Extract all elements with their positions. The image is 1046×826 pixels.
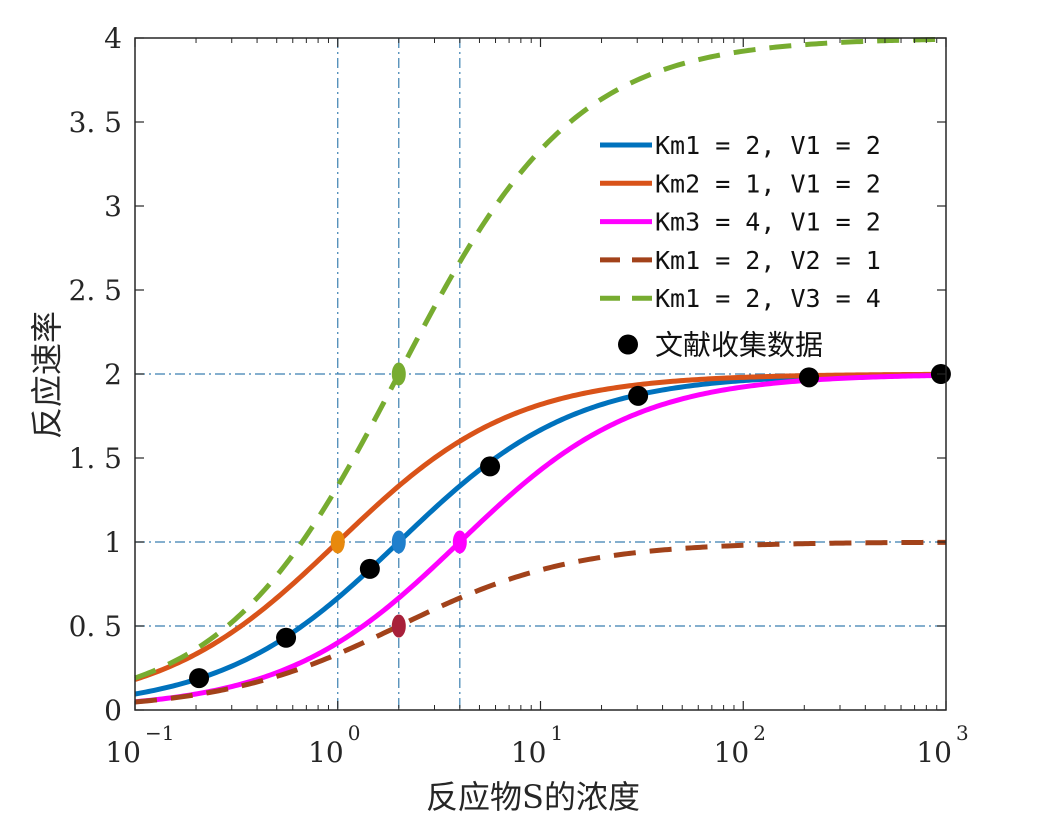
y-tick-label: 3. 5 — [69, 106, 122, 139]
half-max-marker-0 — [330, 530, 345, 554]
y-tick-label: 0. 5 — [69, 610, 122, 643]
legend-label-1: Km2 = 1, V1 = 2 — [655, 169, 881, 198]
x-tick-exponent: 3 — [956, 721, 969, 745]
x-tick-exponent: 0 — [348, 721, 361, 745]
legend-label-3: Km1 = 2, V2 = 1 — [655, 246, 881, 275]
y-tick-label: 4 — [104, 22, 122, 55]
x-tick-exponent: 1 — [551, 721, 564, 745]
series-line-4 — [134, 36, 947, 681]
y-tick-label: 0 — [104, 694, 122, 727]
half-max-markers — [330, 362, 467, 638]
x-tick-exponent: 2 — [753, 721, 766, 745]
y-axis-label: 反应速率 — [28, 311, 66, 439]
series-line-1 — [134, 371, 947, 682]
legend-label-0: Km1 = 2, V1 = 2 — [655, 131, 881, 160]
x-axis-label: 反应物S的浓度 — [426, 778, 640, 816]
scatter-point-1 — [276, 627, 297, 648]
x-tick-label: 10 — [511, 736, 547, 769]
half-max-marker-4 — [391, 362, 406, 386]
y-tick-label: 2. 5 — [69, 274, 122, 307]
x-tick-label: 10 — [916, 736, 952, 769]
y-tick-label: 3 — [104, 190, 122, 223]
scatter-point-4 — [628, 385, 649, 406]
scatter-points — [189, 364, 951, 689]
scatter-point-5 — [798, 367, 819, 388]
y-tick-label: 1 — [104, 526, 122, 559]
x-tick-label: 10 — [714, 736, 750, 769]
x-tick-label: 10 — [308, 736, 344, 769]
series-line-3 — [134, 539, 947, 705]
x-tick-exponent: −1 — [145, 721, 174, 745]
scatter-point-2 — [359, 558, 380, 579]
legend-label-scatter: 文献收集数据 — [655, 329, 823, 362]
legend: Km1 = 2, V1 = 2 Km2 = 1, V1 = 2 Km3 = 4, V… — [600, 131, 881, 362]
legend-swatch-scatter — [618, 334, 638, 355]
scatter-point-0 — [189, 668, 210, 689]
half-max-marker-2 — [452, 530, 467, 554]
x-tick-label: 10 — [105, 736, 141, 769]
y-tick-label: 1. 5 — [69, 442, 122, 475]
y-axis-ticks: 0 0. 5 1 1. 5 2 2. 5 3 3. 5 4 — [69, 22, 946, 727]
series-line-0 — [134, 372, 947, 697]
half-max-marker-3 — [391, 614, 406, 638]
half-max-marker-1 — [391, 530, 406, 554]
scatter-point-3 — [480, 456, 501, 477]
legend-label-2: Km3 = 4, V1 = 2 — [655, 208, 881, 237]
y-tick-label: 2 — [104, 358, 122, 391]
legend-label-4: Km1 = 2, V3 = 4 — [655, 284, 881, 313]
